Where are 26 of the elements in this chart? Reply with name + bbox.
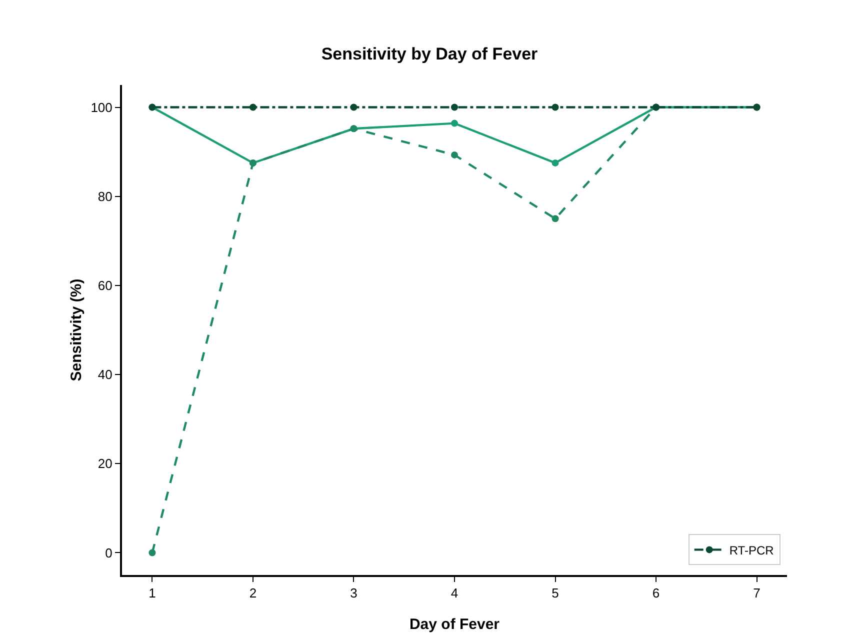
y-tick-label: 20 (98, 456, 112, 472)
point (148, 549, 156, 556)
point (552, 159, 559, 166)
point (552, 215, 559, 222)
point (350, 104, 358, 111)
x-tick-label: 3 (350, 586, 358, 601)
legend-label: RT-PCR (729, 543, 774, 558)
y-axis-title: Sensitivity (%) (68, 278, 85, 382)
x-tick-label: 5 (552, 586, 559, 601)
y-tick-label: 100 (90, 100, 112, 115)
y-tick-label: 60 (98, 278, 112, 293)
x-tick-label: 6 (652, 586, 660, 601)
x-tick-label: 4 (450, 586, 458, 601)
point (451, 120, 458, 127)
point (451, 104, 458, 111)
point (451, 151, 458, 158)
y-tick-label: 80 (98, 188, 112, 204)
point (552, 104, 559, 111)
x-tick-label: 1 (148, 586, 156, 601)
chart-title: Sensitivity by Day of Fever (321, 44, 538, 64)
y-tick-label: 0 (105, 545, 112, 560)
point (249, 104, 256, 111)
y-tick-label: 40 (98, 367, 112, 382)
x-axis-title: Day of Fever (409, 616, 500, 633)
x-tick-label: 7 (753, 586, 760, 601)
x-tick-label: 2 (249, 586, 257, 601)
